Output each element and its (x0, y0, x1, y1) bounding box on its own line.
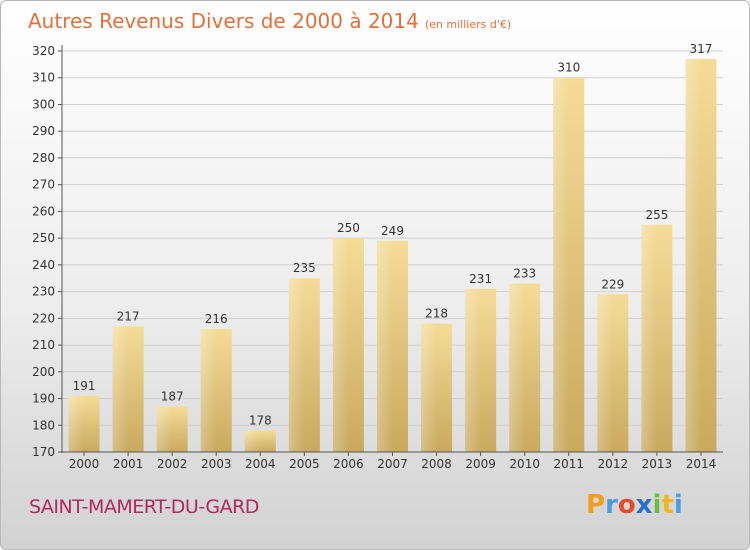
bar-highlight (421, 323, 437, 452)
x-tick-label: 2010 (509, 457, 540, 471)
logo-letter: i (652, 490, 662, 520)
x-tick-label: 2003 (201, 457, 232, 471)
chart-title: Autres Revenus Divers de 2000 à 2014 (en … (28, 9, 511, 33)
bar-highlight (332, 238, 349, 452)
commune-name: SAINT-MAMERT-DU-GARD (29, 496, 259, 518)
value-label: 187 (161, 390, 184, 404)
value-label: 249 (381, 224, 404, 238)
y-tick-label: 300 (32, 97, 55, 111)
logo-letter: o (617, 490, 636, 520)
y-tick-label: 310 (32, 71, 55, 85)
bar-highlight (68, 395, 85, 452)
x-tick-label: 2013 (642, 457, 673, 471)
value-label: 229 (601, 277, 624, 291)
x-tick-label: 2000 (69, 457, 100, 471)
value-label: 235 (293, 261, 316, 275)
x-tick-label: 2005 (289, 457, 320, 471)
value-label: 317 (690, 42, 713, 56)
y-tick-label: 230 (32, 285, 55, 299)
x-axis-ticks: 2000 2001 2002 2003 2004 2005 2006 2007 2008 2009… (69, 452, 716, 471)
value-label: 255 (645, 208, 668, 222)
y-tick-label: 270 (32, 178, 55, 192)
logo-letter: i (673, 490, 683, 520)
x-tick-label: 2008 (421, 457, 452, 471)
y-tick-label: 170 (32, 445, 55, 459)
value-label: 178 (249, 414, 272, 428)
bar-highlight (641, 224, 657, 452)
logo-letter: t (661, 490, 674, 520)
x-tick-label: 2009 (465, 457, 496, 471)
bar-highlight (465, 288, 481, 452)
x-tick-label: 2011 (553, 457, 584, 471)
value-label: 217 (117, 309, 140, 323)
x-tick-label: 2007 (377, 457, 408, 471)
bar-highlight (244, 430, 261, 452)
logo-letter: x (635, 490, 653, 520)
proxiti-logo: Proxiti (586, 490, 683, 520)
y-tick-label: 180 (32, 418, 55, 432)
value-label: 216 (205, 312, 228, 326)
logo-letter: P (586, 490, 606, 520)
bar-highlight (377, 240, 393, 452)
x-tick-label: 2002 (157, 457, 188, 471)
x-tick-label: 2004 (245, 457, 276, 471)
value-label: 191 (73, 379, 96, 393)
chart-subtitle: (en milliers d'€) (424, 18, 512, 31)
y-tick-label: 260 (32, 204, 55, 218)
bar-highlight (156, 406, 173, 452)
x-tick-label: 2006 (333, 457, 364, 471)
bar-highlight (509, 283, 525, 452)
y-tick-label: 220 (32, 311, 55, 325)
y-tick-label: 280 (32, 151, 55, 165)
y-tick-label: 200 (32, 365, 55, 379)
logo-letter: r (605, 490, 618, 520)
y-tick-label: 320 (32, 44, 55, 58)
y-axis-ticks: 170 180 190 200 210 220 230 240 250 260 270 280 290 3… (32, 44, 62, 459)
bar-highlight (685, 59, 701, 453)
value-label: 250 (337, 221, 360, 235)
bar-highlight (553, 77, 569, 452)
x-tick-label: 2014 (686, 457, 717, 471)
value-label: 310 (557, 61, 580, 75)
value-label: 233 (513, 267, 536, 281)
y-tick-label: 290 (32, 124, 55, 138)
value-label: 218 (425, 307, 448, 321)
y-tick-label: 210 (32, 338, 55, 352)
y-tick-label: 250 (32, 231, 55, 245)
bar-highlight (288, 278, 305, 452)
value-label: 231 (469, 272, 492, 286)
y-tick-label: 190 (32, 392, 55, 406)
chart-title-text: Autres Revenus Divers de 2000 à 2014 (28, 9, 419, 33)
bar-highlight (597, 294, 613, 452)
x-tick-label: 2001 (113, 457, 144, 471)
bars: 191 217 187 216 178 235 250 249 218 231 233 310 229 2… (68, 42, 717, 453)
bar-highlight (200, 329, 217, 452)
x-tick-label: 2012 (598, 457, 629, 471)
y-tick-label: 240 (32, 258, 55, 272)
bar-highlight (112, 326, 129, 452)
